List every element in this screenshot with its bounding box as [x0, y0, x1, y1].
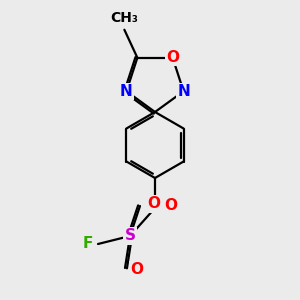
Text: F: F — [83, 236, 93, 251]
Text: CH₃: CH₃ — [110, 11, 138, 25]
Text: O: O — [164, 199, 178, 214]
Text: N: N — [177, 84, 190, 99]
Text: O: O — [148, 196, 160, 211]
Text: O: O — [130, 262, 143, 278]
Text: O: O — [166, 50, 179, 65]
Text: S: S — [124, 229, 136, 244]
Text: N: N — [120, 84, 133, 99]
